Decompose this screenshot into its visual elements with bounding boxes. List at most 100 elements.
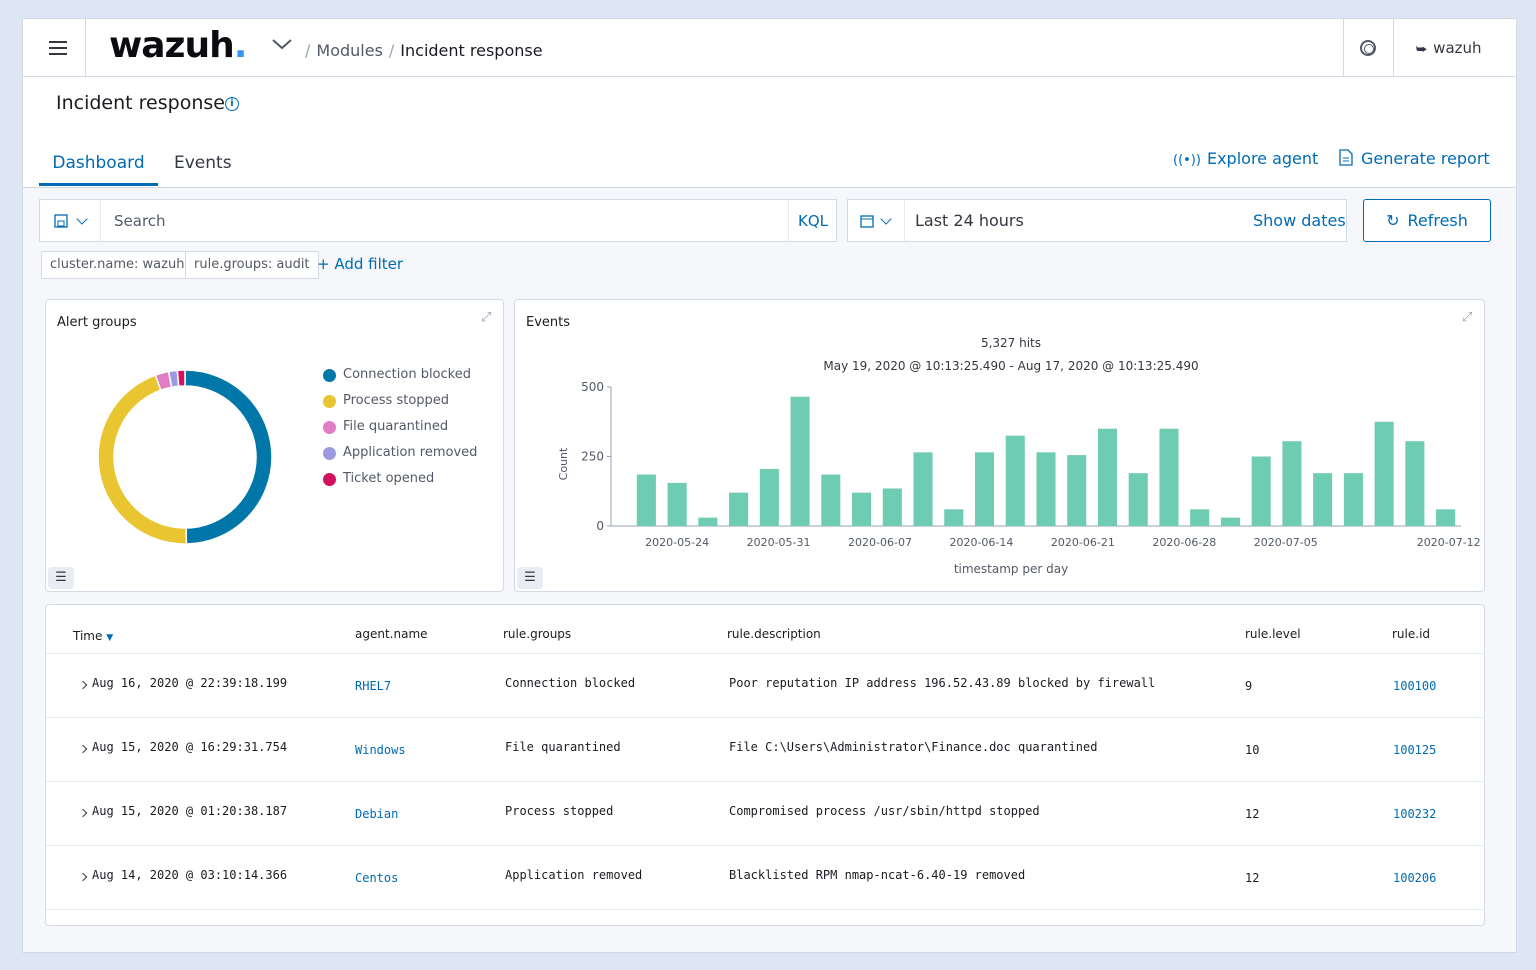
expand-row-icon[interactable]	[78, 744, 88, 754]
legend-label: Application removed	[343, 445, 478, 460]
bar	[1405, 441, 1425, 526]
table-row[interactable]: Aug 14, 2020 @ 03:10:14.366 Centos Appli…	[46, 845, 1484, 910]
filter-pill[interactable]: cluster.name: wazuh	[41, 251, 194, 279]
save-icon	[54, 214, 68, 228]
cell-group: File quarantined	[505, 740, 621, 754]
time-range-value[interactable]: Last 24 hours	[915, 211, 1024, 230]
table-row[interactable]: Aug 15, 2020 @ 01:20:38.187 Debian Proce…	[46, 781, 1484, 846]
cell-agent-link[interactable]: RHEL7	[355, 679, 392, 693]
panel-title: Events	[526, 315, 571, 330]
column-header-label: Time	[73, 629, 103, 643]
explore-agent-button[interactable]: ((•)) Explore agent	[1173, 149, 1318, 168]
saved-queries-button[interactable]	[40, 200, 101, 241]
expand-row-icon[interactable]	[78, 680, 88, 690]
cell-level: 10	[1245, 743, 1260, 757]
wazuh-logo[interactable]: wazuh.	[109, 25, 247, 66]
show-dates-button[interactable]: Show dates	[1253, 211, 1346, 230]
hits-count: 5,327 hits	[981, 336, 1041, 350]
bar	[852, 492, 872, 526]
y-tick-label: 250	[581, 450, 604, 464]
logout-icon: ⮩	[1416, 42, 1428, 56]
top-nav-bar: wazuh. / Modules / Incident response ⮩ wazuh	[23, 19, 1516, 77]
refresh-label: Refresh	[1407, 211, 1468, 230]
x-tick-label: 2020-05-31	[747, 536, 811, 549]
column-header-description[interactable]: rule.description	[727, 627, 821, 641]
add-filter-button[interactable]: + Add filter	[317, 255, 404, 273]
app-window: wazuh. / Modules / Incident response ⮩ wazuh…	[22, 18, 1517, 953]
donut-slice[interactable]	[184, 369, 273, 545]
calendar-icon	[860, 215, 874, 228]
bar	[1282, 441, 1302, 526]
kql-toggle[interactable]: KQL	[798, 212, 828, 230]
x-tick-label: 2020-07-12	[1417, 536, 1481, 549]
refresh-button[interactable]: ↻ Refresh	[1363, 199, 1491, 242]
cell-rule-id-link[interactable]: 100100	[1393, 679, 1437, 693]
events-table: Time ▼ agent.name rule.groups rule.descr…	[45, 604, 1485, 926]
user-menu[interactable]: ⮩ wazuh	[1416, 39, 1482, 57]
tab-dashboard[interactable]: Dashboard	[39, 153, 158, 186]
menu-icon[interactable]	[49, 41, 67, 55]
cell-description: Compromised process /usr/sbin/httpd stop…	[729, 804, 1040, 818]
bar	[821, 474, 841, 526]
bar	[636, 474, 656, 526]
chevron-down-icon[interactable]	[271, 37, 293, 51]
expand-row-icon[interactable]	[78, 872, 88, 882]
column-header-groups[interactable]: rule.groups	[503, 627, 572, 641]
generate-report-button[interactable]: Generate report	[1339, 149, 1490, 168]
bar	[913, 452, 933, 526]
bar	[1436, 509, 1456, 526]
breadcrumb-modules[interactable]: Modules	[316, 41, 383, 60]
table-row[interactable]: Aug 15, 2020 @ 16:29:31.754 Windows File…	[46, 717, 1484, 782]
expand-icon[interactable]: ⤢	[481, 310, 492, 325]
cell-rule-id-link[interactable]: 100232	[1393, 807, 1437, 821]
chevron-down-icon	[76, 213, 88, 225]
date-picker: Last 24 hours Show dates	[847, 199, 1347, 242]
x-tick-label: 2020-06-28	[1152, 536, 1216, 549]
legend-swatch	[323, 447, 336, 460]
column-header-time[interactable]: Time ▼	[73, 629, 113, 643]
cell-group: Connection blocked	[505, 676, 636, 690]
legend-toggle-icon[interactable]: ☰	[517, 567, 543, 589]
y-tick-label: 0	[596, 519, 604, 533]
breadcrumb-current: Incident response	[400, 41, 543, 60]
filter-pill[interactable]: rule.groups: audit	[185, 251, 319, 279]
search-input[interactable]: Search	[114, 212, 166, 230]
panel-title: Alert groups	[57, 315, 137, 330]
info-icon[interactable]: i	[225, 97, 239, 111]
column-header-agent[interactable]: agent.name	[355, 627, 428, 641]
legend-label: Process stopped	[343, 393, 450, 408]
quick-select-button[interactable]	[848, 200, 905, 241]
tab-events[interactable]: Events	[174, 153, 232, 173]
donut-slice[interactable]	[97, 374, 188, 545]
cell-agent-link[interactable]: Windows	[355, 743, 406, 757]
x-tick-label: 2020-06-21	[1051, 536, 1115, 549]
cell-agent-link[interactable]: Debian	[355, 807, 399, 821]
alert-groups-panel: Alert groups ⤢ Connection blocked Proces…	[45, 299, 504, 592]
legend-label: File quarantined	[343, 419, 449, 434]
column-header-level[interactable]: rule.level	[1245, 627, 1301, 641]
cell-description: Blacklisted RPM nmap-ncat-6.40-19 remove…	[729, 868, 1026, 882]
help-icon[interactable]	[1360, 40, 1376, 56]
legend-label: Connection blocked	[343, 367, 471, 382]
legend-toggle-icon[interactable]: ☰	[48, 567, 74, 589]
table-row-divider	[46, 909, 1484, 925]
sort-down-icon: ▼	[106, 633, 114, 643]
cell-time: Aug 15, 2020 @ 01:20:38.187	[92, 804, 288, 818]
legend-swatch	[323, 395, 336, 408]
bar	[1220, 517, 1240, 526]
table-row[interactable]: Aug 16, 2020 @ 22:39:18.199 RHEL7 Connec…	[46, 653, 1484, 718]
donut-slice[interactable]	[176, 369, 186, 388]
cell-agent-link[interactable]: Centos	[355, 871, 399, 885]
antenna-icon: ((•))	[1173, 153, 1201, 168]
cell-rule-id-link[interactable]: 100206	[1393, 871, 1437, 885]
divider	[1343, 19, 1344, 76]
legend-label: Ticket opened	[343, 471, 435, 486]
document-icon	[1339, 149, 1353, 166]
column-header-id[interactable]: rule.id	[1392, 627, 1431, 641]
cell-level: 12	[1245, 871, 1260, 885]
cell-time: Aug 15, 2020 @ 16:29:31.754	[92, 740, 288, 754]
expand-icon[interactable]: ⤢	[1462, 310, 1473, 325]
cell-rule-id-link[interactable]: 100125	[1393, 743, 1437, 757]
divider	[85, 19, 86, 76]
expand-row-icon[interactable]	[78, 808, 88, 818]
